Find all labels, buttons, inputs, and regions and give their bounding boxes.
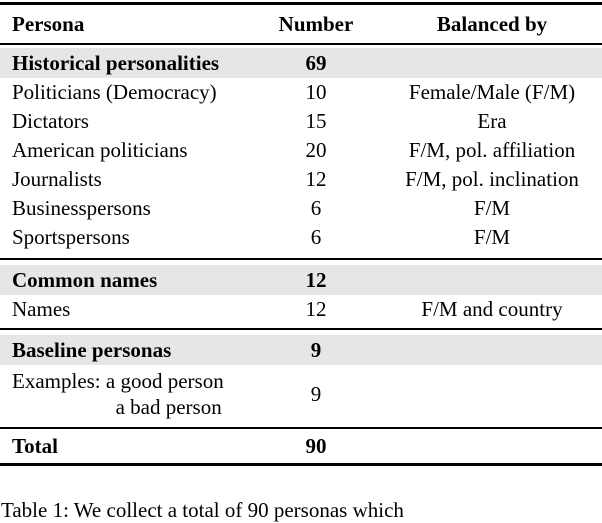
row-balanced-by: F/M, pol. affiliation [408, 138, 576, 162]
row-balanced-empty [382, 365, 602, 423]
total-rule [0, 427, 602, 429]
table-row: Dictators 15 Era [0, 107, 602, 136]
header-rule [0, 43, 602, 45]
row-balanced-by: F/M, pol. inclination [405, 167, 579, 191]
table-row: Names 12 F/M and country [0, 295, 602, 324]
row-number: 12 [305, 167, 327, 191]
table-row: Journalists 12 F/M, pol. inclination [0, 165, 602, 194]
total-label: Total [12, 433, 58, 458]
table-row-examples: Examples: a good person a bad person 9 [0, 365, 602, 423]
row-persona: Sportspersons [12, 225, 130, 249]
col-header-number: Number [278, 11, 354, 36]
table-header-row: Persona Number Balanced by [0, 5, 602, 43]
section-row-historical-personalities: Historical personalities 69 [0, 48, 602, 78]
table-row: American politicians 20 F/M, pol. affili… [0, 136, 602, 165]
examples-line-2: a bad person [115, 395, 222, 419]
total-number: 90 [305, 433, 327, 458]
row-balanced-by: Era [477, 109, 507, 133]
row-balanced-by: Female/Male (F/M) [408, 80, 576, 104]
section-title: Baseline personas [12, 337, 172, 362]
total-balanced-empty [382, 429, 602, 463]
table-total-row: Total 90 [0, 429, 602, 463]
row-persona: Journalists [12, 167, 102, 191]
section-row-baseline-personas: Baseline personas 9 [0, 335, 602, 365]
row-balanced-by: F/M and country [421, 297, 563, 321]
row-balanced-by: F/M [473, 225, 511, 249]
section-balanced-empty [382, 335, 602, 365]
section-count: 69 [305, 50, 327, 75]
row-number: 15 [305, 109, 327, 133]
row-number: 12 [305, 297, 327, 321]
row-number: 10 [305, 80, 327, 104]
row-persona-examples: Examples: a good person a bad person [0, 365, 250, 423]
table-bottom-rule [0, 463, 602, 466]
section-count: 12 [305, 267, 327, 292]
row-number: 20 [305, 138, 327, 162]
section-divider-rule [0, 258, 602, 260]
row-number: 9 [310, 381, 322, 406]
row-persona: Businesspersons [12, 196, 151, 220]
examples-line-1: Examples: a good person [12, 369, 224, 393]
row-persona: Names [12, 297, 71, 321]
row-persona: Dictators [12, 109, 89, 133]
table-row: Businesspersons 6 F/M [0, 194, 602, 223]
section-balanced-empty [382, 48, 602, 78]
table-row: Sportspersons 6 F/M [0, 223, 602, 252]
row-balanced-by: F/M [473, 196, 511, 220]
table-caption: Table 1: We collect a total of 90 person… [1, 498, 404, 522]
col-header-persona: Persona [12, 11, 85, 36]
table-top-rule [0, 2, 602, 5]
col-header-balanced-by: Balanced by [436, 11, 548, 36]
section-row-common-names: Common names 12 [0, 265, 602, 295]
section-divider-rule [0, 328, 602, 330]
table-row: Politicians (Democracy) 10 Female/Male (… [0, 78, 602, 107]
row-number: 6 [310, 196, 322, 220]
section-title: Common names [12, 267, 158, 292]
row-persona: American politicians [12, 138, 188, 162]
section-title: Historical personalities [12, 50, 220, 75]
section-count: 9 [310, 337, 322, 362]
section-balanced-empty [382, 265, 602, 295]
row-persona: Politicians (Democracy) [12, 80, 217, 104]
row-number: 6 [310, 225, 322, 249]
